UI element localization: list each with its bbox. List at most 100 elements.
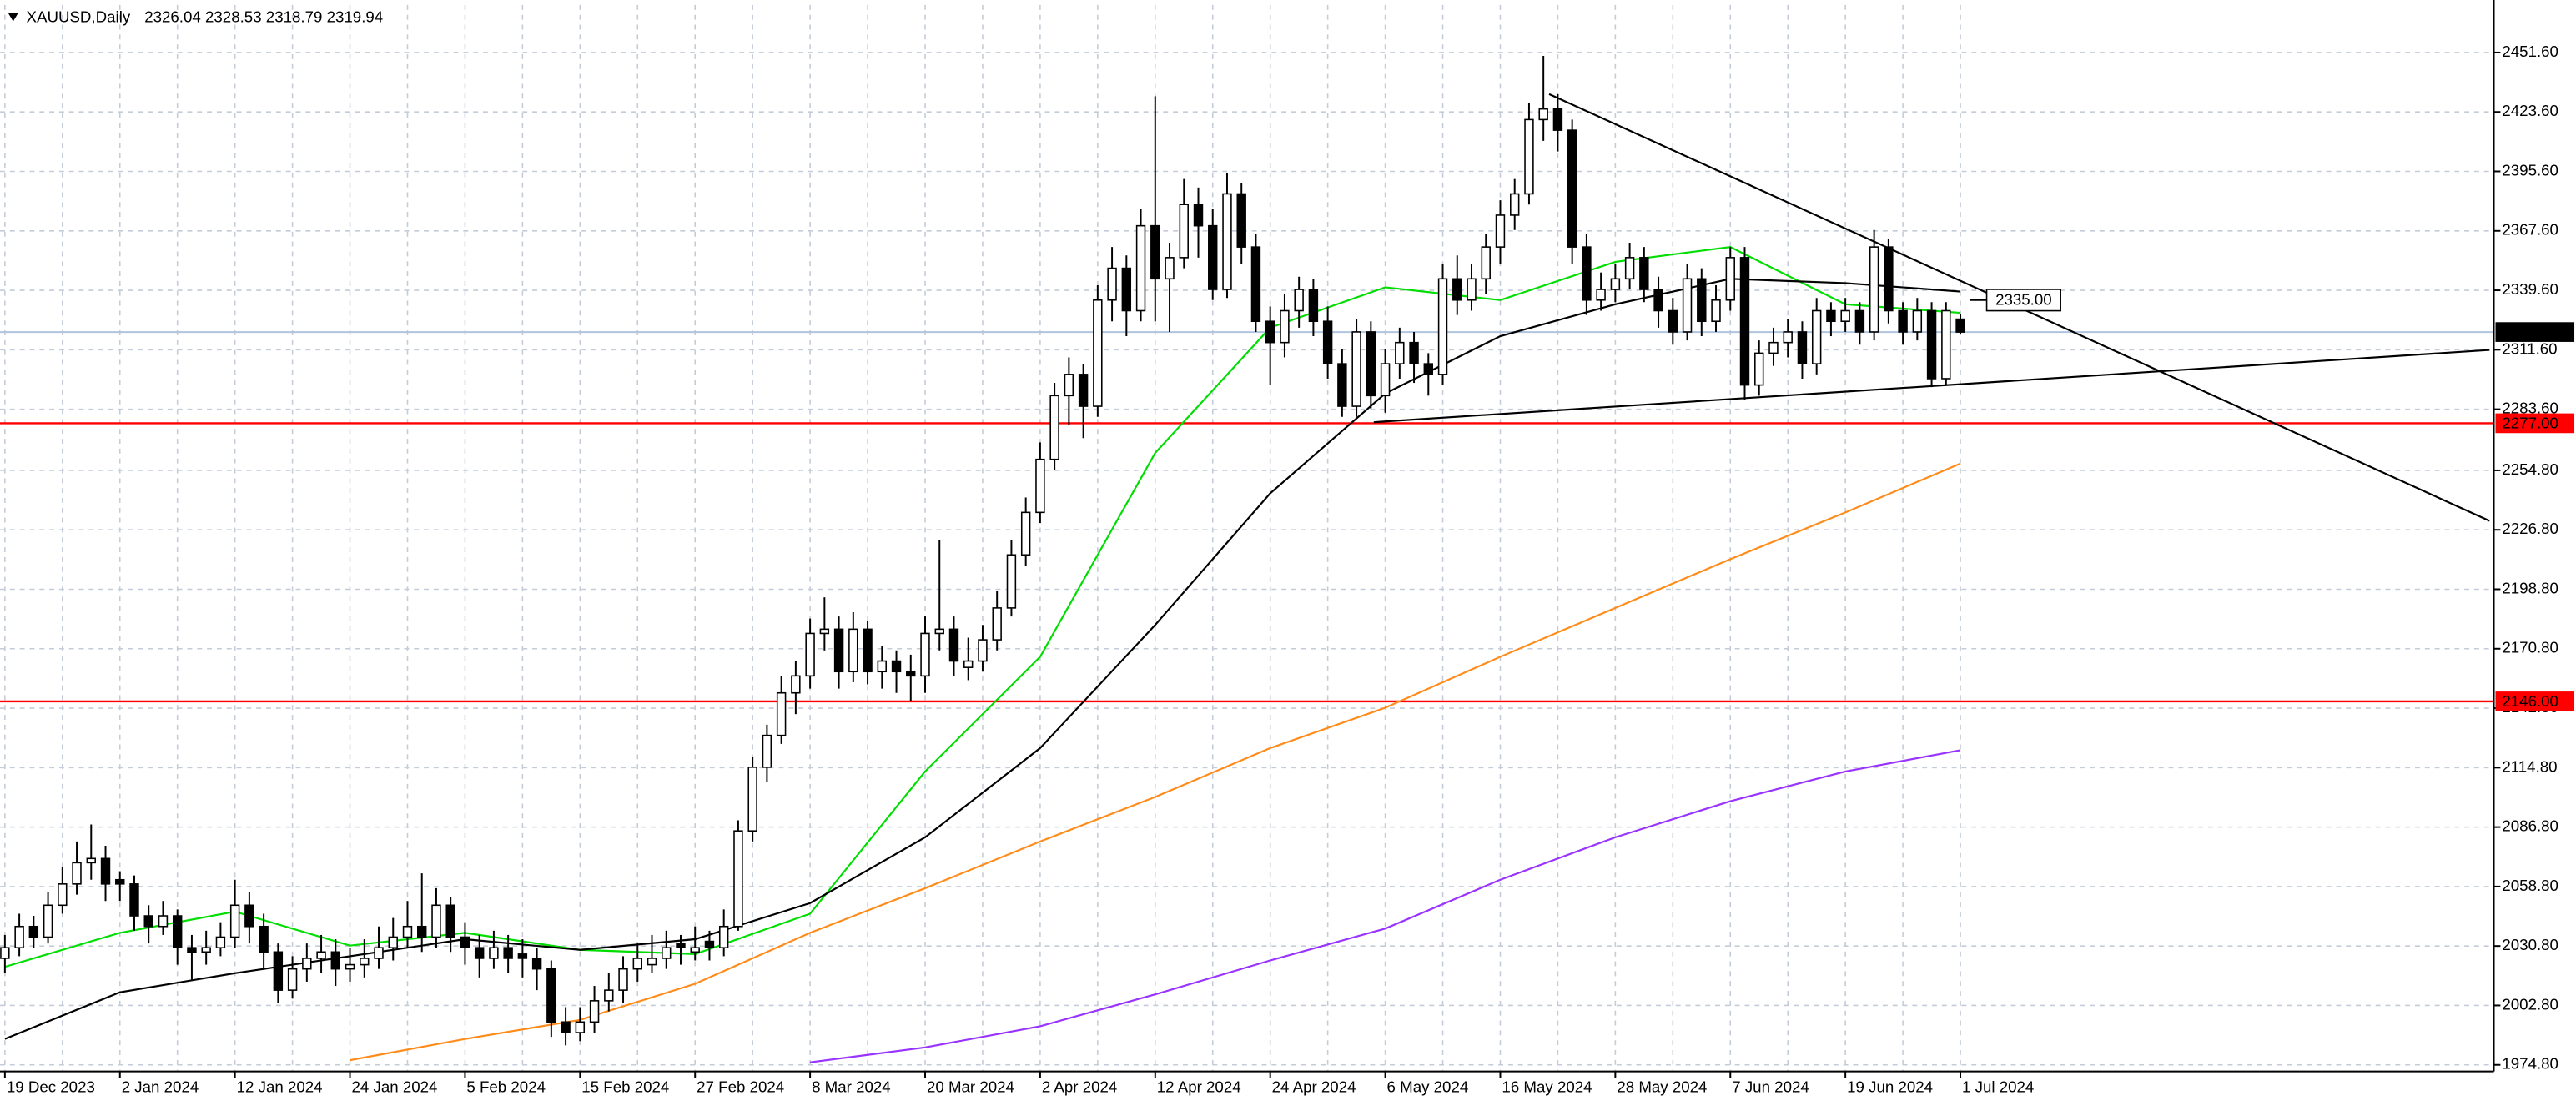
candle-body <box>1093 299 1103 407</box>
x-tick-label: 6 May 2024 <box>1387 1078 1469 1095</box>
y-tick-label: 2058.80 <box>2502 877 2558 894</box>
candle-body <box>676 943 686 948</box>
candle-body <box>1193 204 1204 227</box>
candle-body <box>747 767 757 832</box>
y-tick-label: 2030.80 <box>2502 936 2558 953</box>
y-tick-label: 2226.80 <box>2502 520 2558 537</box>
candle-body <box>330 951 341 970</box>
candle-body <box>704 940 715 948</box>
candle-body <box>1955 318 1965 333</box>
candle-body <box>445 904 455 938</box>
candle-body <box>489 947 499 959</box>
candle-body <box>1754 352 1764 386</box>
candle-body <box>517 953 528 959</box>
open-value: 2326.04 <box>144 8 201 26</box>
candle-body <box>1912 309 1923 333</box>
y-tick-label: 2198.80 <box>2502 579 2558 596</box>
candle-body <box>791 675 801 694</box>
candle-body <box>1783 331 1793 344</box>
candle-body <box>978 639 988 662</box>
low-value: 2318.79 <box>266 8 323 26</box>
candle-body <box>733 830 743 928</box>
x-tick-label: 5 Feb 2024 <box>466 1078 546 1095</box>
candle-body <box>1739 257 1750 386</box>
candle-body <box>129 883 139 917</box>
level-badge <box>2495 691 2575 711</box>
candle-body <box>28 925 39 938</box>
candle-body <box>1265 320 1275 344</box>
candle-body <box>1697 278 1707 323</box>
close-value: 2319.94 <box>327 8 384 26</box>
candle-body <box>1423 363 1434 375</box>
candle-body <box>1884 246 1894 312</box>
candle-body <box>1624 257 1635 280</box>
candle-body <box>402 925 413 938</box>
candle-body <box>1898 309 1908 333</box>
candle-body <box>259 925 269 953</box>
candle-body <box>1610 278 1621 290</box>
x-tick-label: 19 Jun 2024 <box>1847 1078 1933 1095</box>
candle-body <box>1582 246 1592 301</box>
candle-body <box>776 691 787 736</box>
candle-body <box>474 947 485 959</box>
candle-body <box>58 883 68 907</box>
candle-body <box>187 947 197 953</box>
candle-body <box>273 951 284 991</box>
moving-average <box>809 749 1961 1063</box>
candle-body <box>561 1021 571 1033</box>
candle-body <box>963 660 974 668</box>
candle-body <box>172 915 183 948</box>
candle-body <box>1337 363 1347 407</box>
moving-average <box>350 462 1961 1062</box>
x-tick-label: 8 Mar 2024 <box>812 1078 891 1095</box>
x-tick-label: 20 Mar 2024 <box>927 1078 1014 1095</box>
candle-body <box>244 904 254 928</box>
candle-body <box>762 734 772 768</box>
x-tick-label: 7 Jun 2024 <box>1732 1078 1809 1095</box>
candle-body <box>690 947 700 953</box>
candle-body <box>647 958 657 966</box>
candle-body <box>143 915 153 928</box>
candle-body <box>1409 341 1419 364</box>
candle-body <box>417 925 427 938</box>
candle-body <box>531 958 542 970</box>
candle-body <box>1437 278 1448 375</box>
candle-body <box>0 947 10 959</box>
candle-body <box>848 628 858 673</box>
x-tick-label: 27 Feb 2024 <box>697 1078 784 1095</box>
candle-body <box>388 936 398 948</box>
candle-body <box>460 936 470 948</box>
candle-body <box>1854 309 1865 333</box>
candle-body <box>1481 246 1491 280</box>
level-label: 2146.00 <box>2502 692 2558 710</box>
candle-body <box>1711 299 1721 323</box>
candle-body <box>1236 193 1246 248</box>
candle-body <box>718 925 729 948</box>
candle-body <box>43 904 53 938</box>
y-tick-label: 2311.60 <box>2502 339 2557 357</box>
candle-body <box>1538 108 1548 121</box>
candle-body <box>201 947 211 953</box>
candle-body <box>503 947 513 959</box>
candle-body <box>604 989 614 1002</box>
candle-body <box>1308 289 1319 323</box>
candle-body <box>1639 257 1649 290</box>
candle-body <box>1165 257 1175 280</box>
menu-triangle <box>8 13 18 22</box>
candle-body <box>1395 341 1405 364</box>
candle-body <box>1682 278 1693 333</box>
y-tick-label: 2254.80 <box>2502 460 2558 478</box>
candle-body <box>360 958 370 966</box>
x-tick-label: 2 Apr 2024 <box>1042 1078 1117 1095</box>
candle-body <box>1495 214 1506 248</box>
candle-body <box>86 857 96 864</box>
candle-body <box>1826 309 1836 323</box>
y-tick-label: 2423.60 <box>2502 102 2558 119</box>
x-tick-label: 24 Apr 2024 <box>1272 1078 1356 1095</box>
candle-body <box>215 936 226 948</box>
y-tick-label: 2114.80 <box>2502 757 2557 775</box>
candle-body <box>877 660 888 673</box>
candle-body <box>1208 224 1218 290</box>
